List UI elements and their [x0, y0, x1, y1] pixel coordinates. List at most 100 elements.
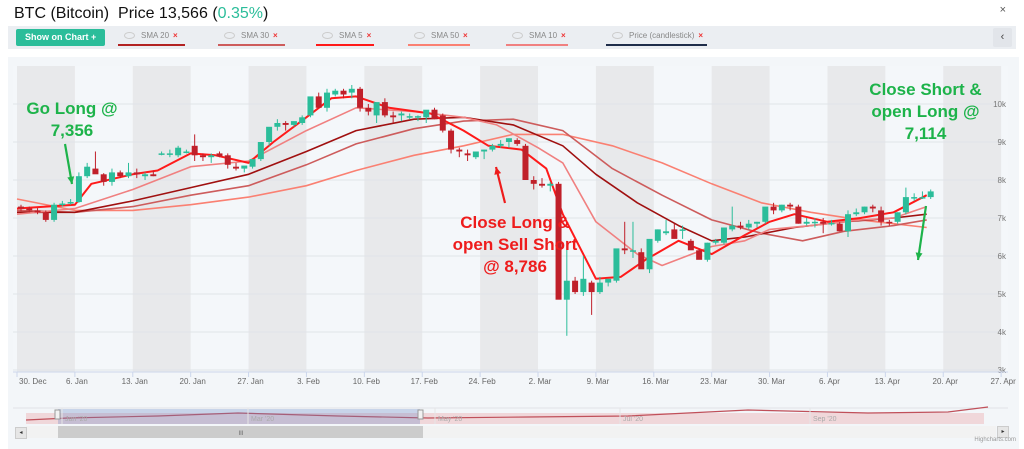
candle[interactable] [497, 143, 504, 146]
navigator-scroll-right-button[interactable]: ▸ [997, 426, 1009, 438]
candle[interactable] [34, 210, 41, 213]
candle[interactable] [323, 92, 330, 108]
indicator-chip[interactable]: SMA 5 × [316, 30, 374, 46]
candle[interactable] [390, 115, 397, 118]
candle[interactable] [605, 278, 612, 283]
candle[interactable] [696, 250, 703, 260]
remove-icon[interactable]: × [366, 31, 372, 40]
navigator-handle-left[interactable] [54, 409, 61, 420]
remove-icon[interactable]: × [698, 31, 704, 40]
candle[interactable] [514, 140, 521, 144]
remove-icon[interactable]: × [561, 31, 566, 40]
candle[interactable] [340, 90, 347, 95]
candle[interactable] [820, 221, 827, 224]
candle[interactable] [596, 282, 603, 293]
candle[interactable] [778, 204, 785, 211]
candle[interactable] [373, 102, 380, 116]
navigator-selection[interactable] [58, 409, 420, 424]
candle[interactable] [481, 149, 488, 152]
candle[interactable] [150, 174, 157, 177]
candle[interactable] [646, 238, 653, 270]
eye-icon[interactable] [414, 32, 425, 40]
remove-icon[interactable]: × [173, 31, 178, 40]
remove-icon[interactable]: × [463, 31, 468, 40]
candle[interactable] [142, 174, 149, 177]
candle[interactable] [439, 115, 446, 131]
candle[interactable] [522, 145, 529, 180]
candle[interactable] [745, 223, 752, 228]
candle[interactable] [18, 206, 24, 209]
candle[interactable] [117, 172, 124, 177]
candle[interactable] [911, 197, 918, 199]
candle[interactable] [580, 278, 587, 293]
candle[interactable] [332, 90, 339, 95]
candle[interactable] [671, 229, 678, 239]
candle[interactable] [927, 191, 934, 198]
candle[interactable] [878, 210, 885, 222]
indicator-chip[interactable]: SMA 20 × [118, 30, 185, 46]
remove-icon[interactable]: × [273, 31, 278, 40]
candle[interactable] [158, 153, 165, 155]
candle[interactable] [505, 138, 512, 142]
candle[interactable] [811, 221, 818, 224]
candlestick-chart[interactable]: 3k 4k 5k 6k 7k 8k 9k 10k 30. Dec 6. Jan 13. Jan 20.… [8, 57, 1019, 449]
candle[interactable] [712, 240, 719, 243]
candle[interactable] [133, 172, 140, 175]
candle[interactable] [266, 126, 273, 142]
candle[interactable] [861, 206, 868, 213]
candle[interactable] [208, 155, 215, 158]
candle[interactable] [406, 116, 413, 118]
candle[interactable] [274, 123, 281, 127]
candle[interactable] [199, 155, 206, 158]
candle[interactable] [869, 206, 876, 209]
candle[interactable] [539, 183, 546, 186]
candle[interactable] [84, 166, 91, 177]
candle[interactable] [803, 221, 810, 224]
candle[interactable] [191, 145, 198, 156]
candle[interactable] [754, 221, 761, 224]
candle[interactable] [530, 180, 537, 184]
eye-icon[interactable] [322, 32, 333, 40]
candle[interactable] [629, 250, 636, 252]
navigator-scroll-left-button[interactable]: ◂ [15, 427, 27, 439]
candle[interactable] [894, 212, 901, 222]
candle[interactable] [828, 222, 835, 225]
candle[interactable] [555, 183, 562, 300]
candle[interactable] [795, 206, 802, 224]
highcharts-credit[interactable]: Highcharts.com [974, 437, 1016, 443]
candle[interactable] [175, 147, 182, 156]
candle[interactable] [166, 153, 173, 155]
candle[interactable] [26, 208, 33, 211]
candle[interactable] [720, 227, 727, 243]
candle[interactable] [853, 212, 860, 215]
candle[interactable] [547, 183, 554, 186]
candle[interactable] [919, 197, 926, 199]
candle[interactable] [381, 102, 388, 116]
eye-icon[interactable] [124, 32, 135, 40]
candle[interactable] [729, 225, 736, 230]
candle[interactable] [679, 229, 686, 231]
candle[interactable] [621, 248, 628, 251]
candle[interactable] [663, 231, 670, 234]
candle[interactable] [448, 130, 455, 150]
candle[interactable] [365, 107, 372, 112]
candle[interactable] [307, 96, 314, 116]
candle[interactable] [572, 280, 579, 293]
candle[interactable] [563, 280, 570, 300]
candle[interactable] [489, 145, 496, 150]
candle[interactable] [762, 206, 769, 222]
navigator-handle-right[interactable] [417, 409, 424, 420]
candle[interactable] [233, 166, 240, 169]
candle[interactable] [464, 153, 471, 156]
candle[interactable] [183, 151, 190, 154]
candle[interactable] [282, 123, 289, 125]
candle[interactable] [357, 88, 364, 108]
scrollbar-thumb[interactable] [58, 426, 423, 438]
candle[interactable] [414, 116, 421, 118]
eye-icon[interactable] [224, 32, 235, 40]
candle[interactable] [638, 252, 645, 270]
candle[interactable] [92, 168, 99, 175]
indicator-chip[interactable]: SMA 50 × [408, 30, 470, 46]
eye-icon[interactable] [612, 32, 623, 40]
candle[interactable] [588, 282, 595, 293]
